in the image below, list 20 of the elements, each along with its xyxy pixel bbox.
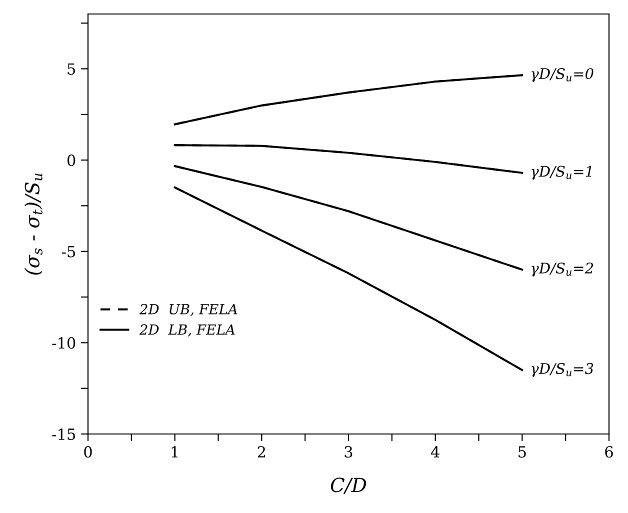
y-axis-title: (σ$_{s}$ - σ$_{t}$)/S$_{u}$ [24,174,42,275]
x-tick-label: 1 [172,446,178,458]
x-tick-label: 4 [430,446,440,458]
legend-label: 2D UB, FELA [139,304,238,316]
y-tick-label: -15 [52,428,76,440]
annotation: γD/S$_{u}$=3 [532,363,594,377]
annotation: γD/S$_{u}$=1 [532,166,592,180]
annotation: γD/S$_{u}$=2 [532,262,594,276]
y-tick-label: -5 [62,246,76,258]
annotation: γD/S$_{u}$=0 [532,68,594,82]
legend-label: 2D LB, FELA [139,324,235,337]
y-tick-label: 5 [68,63,76,75]
y-tick-label: -10 [52,337,76,349]
x-tick-label: 3 [344,446,352,458]
x-tick-label: 5 [518,446,526,458]
y-tick-label: 0 [67,154,76,166]
x-tick-label: 0 [84,446,92,458]
x-axis-title: C/D [330,478,366,494]
x-tick-label: 2 [258,446,266,458]
x-tick-label: 6 [605,446,613,458]
